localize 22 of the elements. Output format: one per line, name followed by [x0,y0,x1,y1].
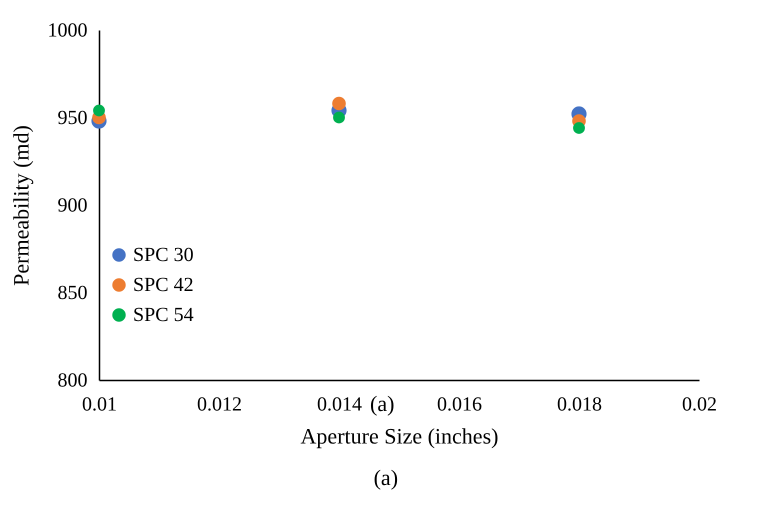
text: (a) [374,465,398,490]
x-axis-title: Aperture Size (inches) [300,424,498,448]
y-tick-label: 950 [58,107,88,129]
legend-label: SPC 54 [133,304,194,326]
text: (a) [370,391,394,416]
x-tick-label: 0.014 [317,394,362,416]
y-tick-label: 850 [58,282,88,304]
y-tick-label: 800 [58,370,88,392]
x-tick-label: 0.018 [557,394,602,416]
point [332,96,346,110]
y-axis-title: Permeability (md) [8,125,34,286]
legend-label: SPC 42 [133,274,194,296]
x-tick-label: 0.012 [197,394,242,416]
x-tick-label: 0.01 [82,394,117,416]
point [573,122,585,134]
y-tick-label: 900 [58,194,88,216]
legend-label: SPC 30 [133,244,194,266]
x-tick-label: 0.016 [437,394,482,416]
y-tick-label: 1000 [48,20,88,42]
point [333,112,345,124]
x-tick-label: 0.02 [682,394,717,416]
point [93,104,105,116]
